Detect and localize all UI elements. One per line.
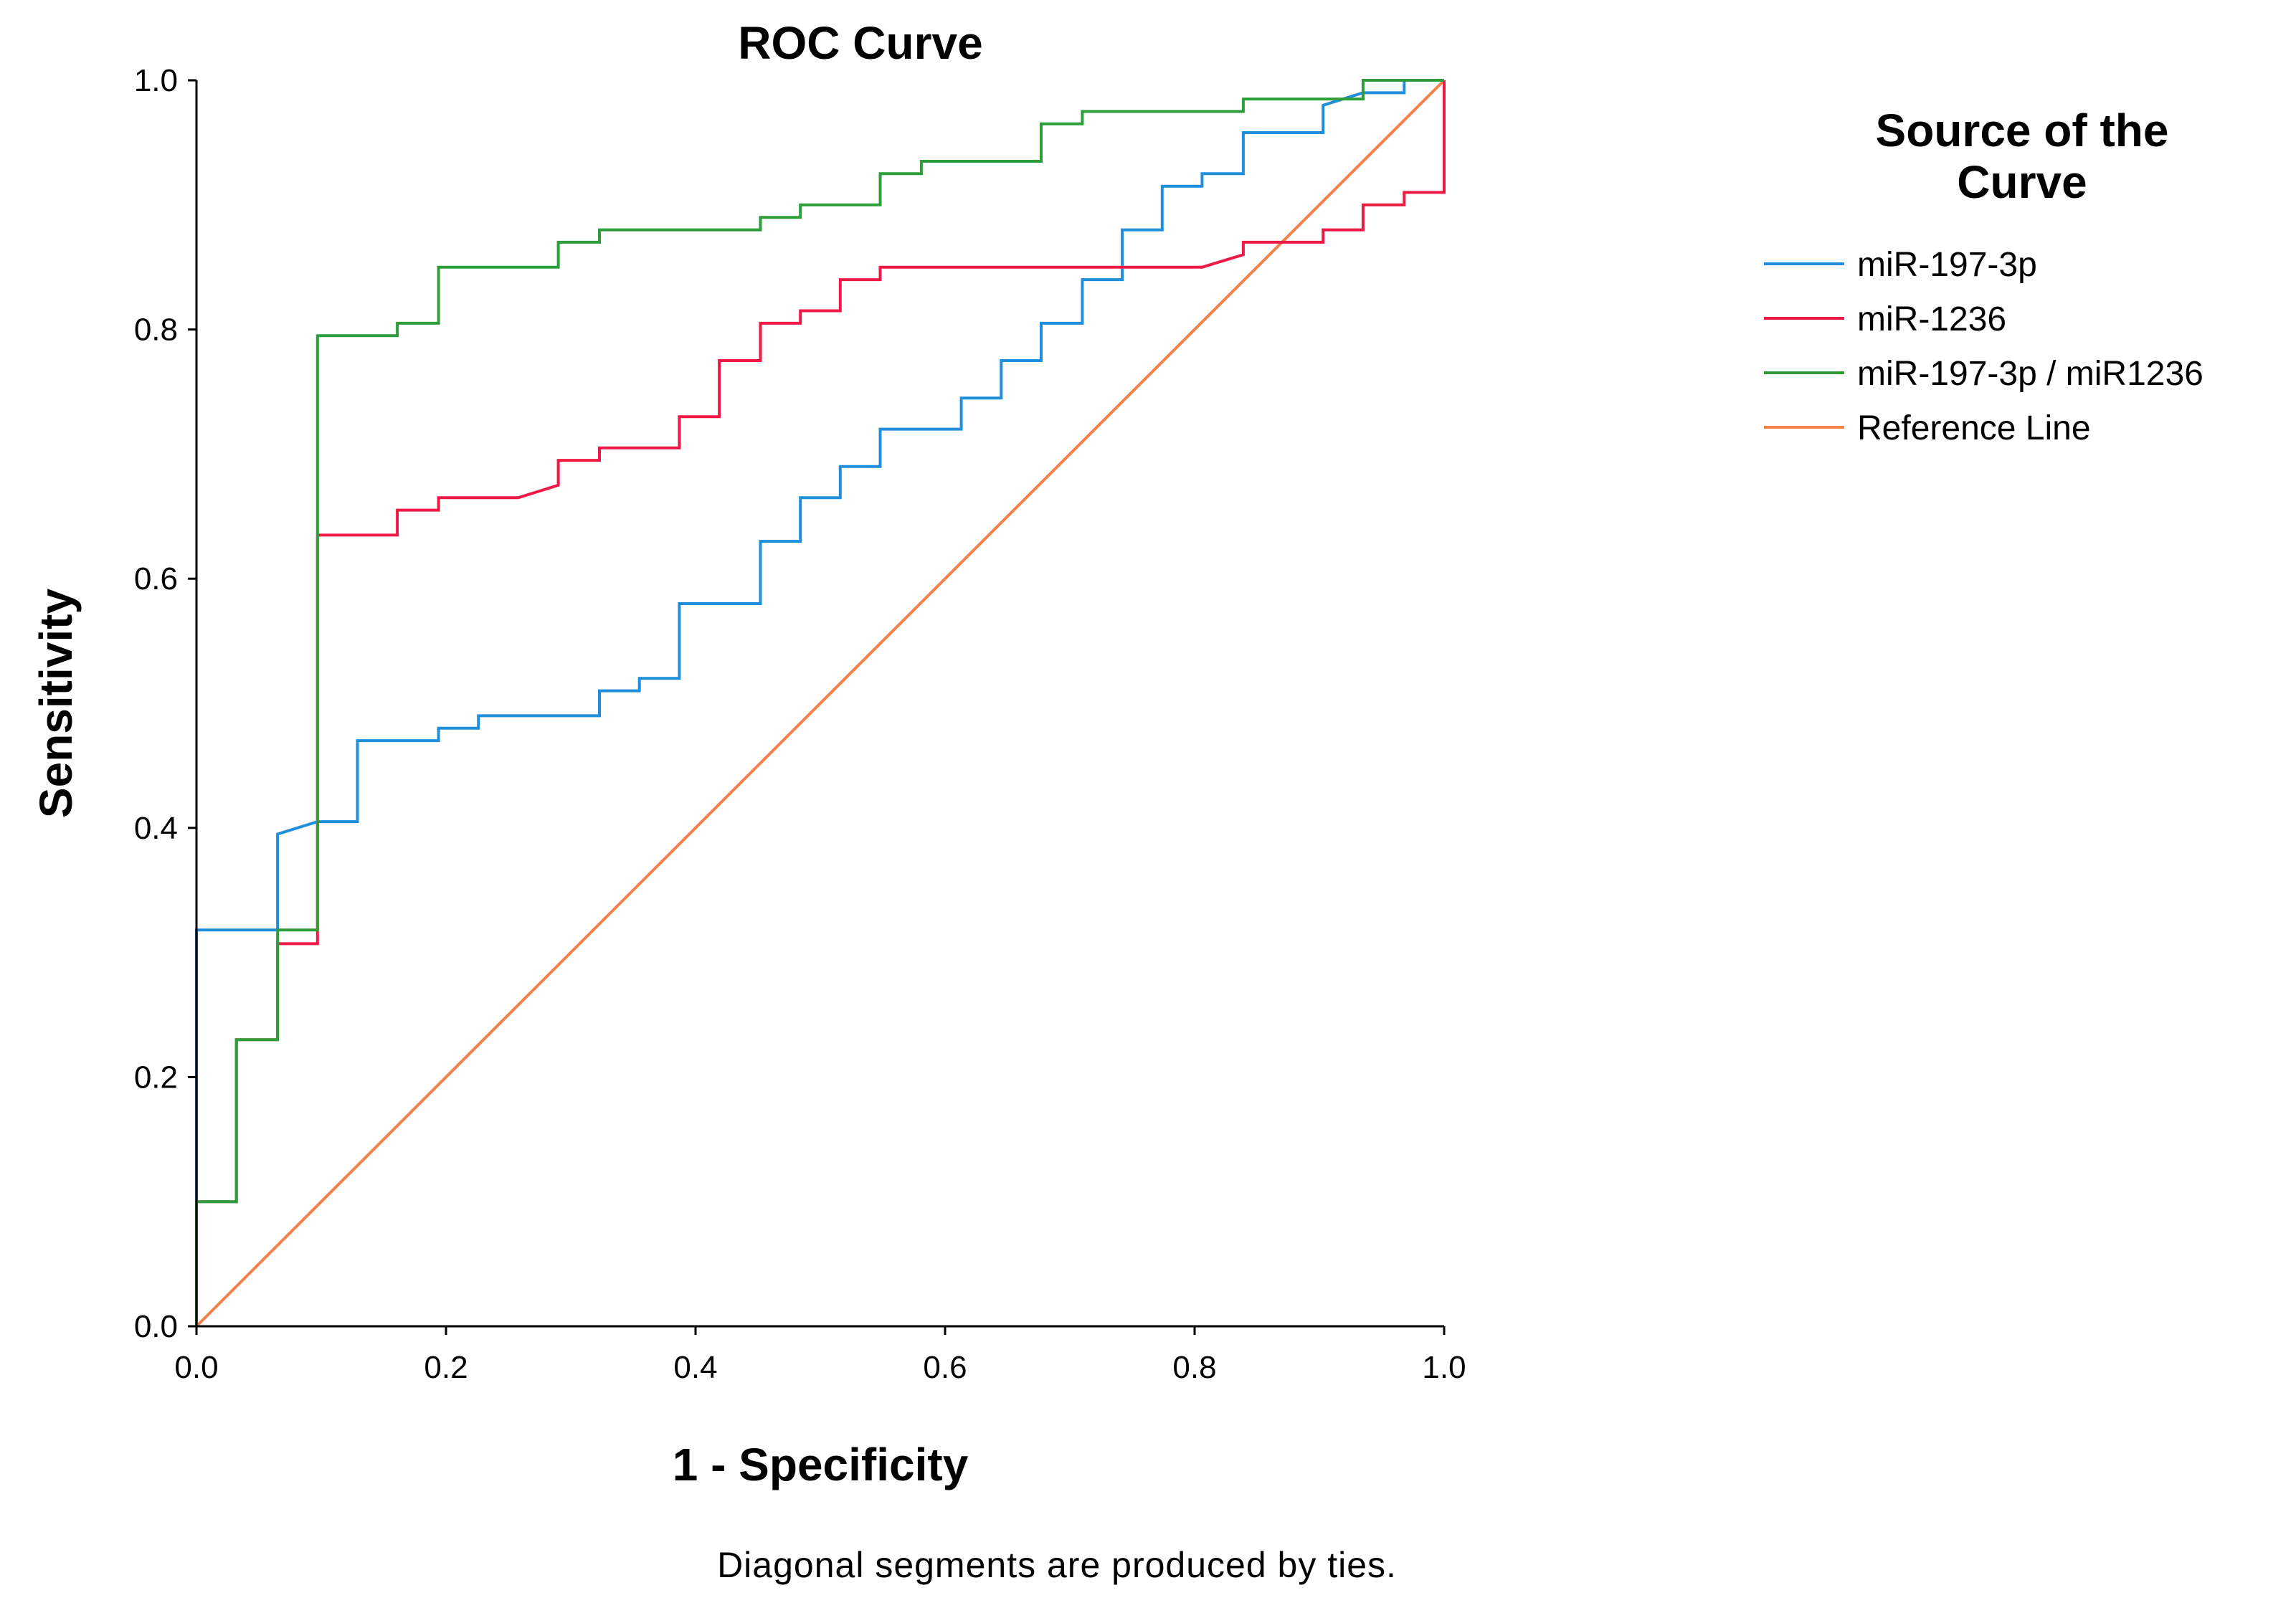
x-tick-label: 1.0: [1422, 1350, 1466, 1385]
legend-items: miR-197-3p miR-1236 miR-197-3p / miR1236 Re…: [1764, 246, 2204, 447]
series-line-mir-197-3p: [195, 79, 1444, 1326]
legend-title-line-2: Curve: [1957, 156, 2087, 208]
y-tick-label: 0.8: [134, 313, 178, 348]
legend-title-line-1: Source of the: [1876, 105, 2169, 156]
y-tick-label: 0.2: [134, 1060, 178, 1095]
legend-label: Reference Line: [1857, 409, 2091, 447]
series-line-mir-197-3p-mir1236: [195, 79, 1444, 1326]
y-tick-label: 0.4: [134, 811, 178, 846]
legend: Source of the Curve miR-197-3pmiR-1236mi…: [1764, 105, 2204, 447]
y-tick-label: 1.0: [134, 63, 178, 98]
x-axis-label: 1 - Specificity: [673, 1439, 969, 1490]
series-line-reference-line: [195, 79, 1446, 1328]
x-tick-label: 0.2: [424, 1350, 468, 1385]
legend-label: miR-197-3p / miR1236: [1857, 355, 2204, 393]
chart-footnote: Diagonal segments are produced by ties.: [717, 1545, 1397, 1585]
legend-label: miR-1236: [1857, 300, 2006, 338]
chart-title: ROC Curve: [738, 17, 982, 69]
series-layer: [195, 79, 1446, 1328]
legend-label: miR-197-3p: [1857, 246, 2037, 284]
y-tick-label: 0.6: [134, 561, 178, 596]
x-tick-label: 0.4: [673, 1350, 717, 1385]
x-tick-label: 0.0: [174, 1350, 218, 1385]
y-tick-label: 0.0: [134, 1309, 178, 1344]
y-ticks: 0.0 0.2 0.4 0.6 0.8 1.0: [134, 63, 196, 1344]
x-tick-label: 0.8: [1172, 1350, 1216, 1385]
x-ticks: 0.0 0.2 0.4 0.6 0.8 1.0: [174, 1326, 1466, 1385]
x-tick-label: 0.6: [923, 1350, 967, 1385]
y-axis-label: Sensitivity: [30, 589, 82, 819]
